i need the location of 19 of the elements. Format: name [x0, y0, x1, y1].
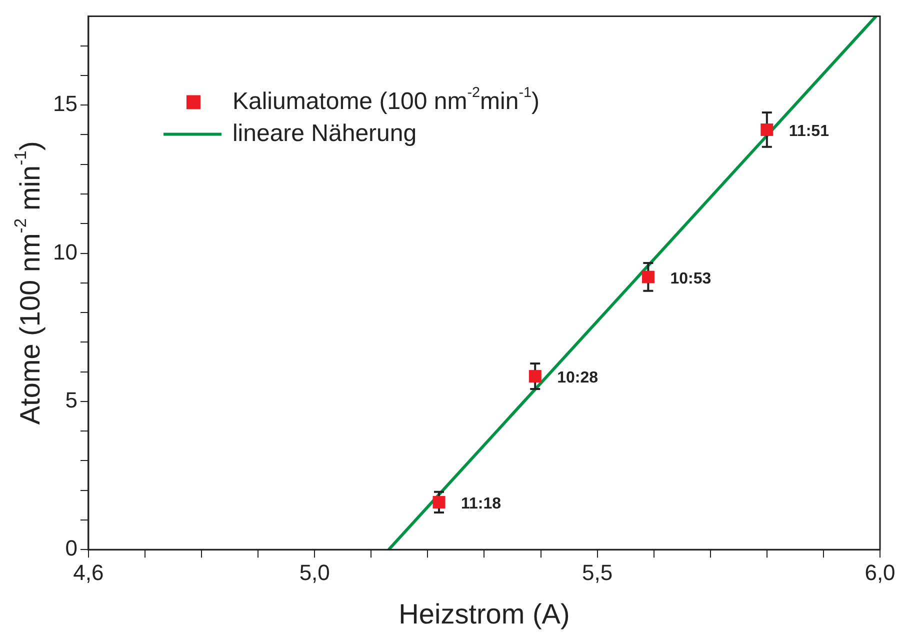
point [528, 370, 542, 382]
annotation: 11:18 [461, 496, 502, 513]
x-tick-label: 4,6 [73, 560, 104, 585]
y-tick-label: 0 [65, 536, 78, 561]
annotation: 11:51 [788, 123, 830, 140]
x-tick-label: 6,0 [864, 560, 896, 585]
y-axis-title: Atome (100 nm-2 min-1) [10, 141, 46, 425]
legend-label: lineare Näherung [232, 120, 417, 147]
annotation: 10:53 [670, 270, 712, 288]
annotation: 10:28 [557, 370, 598, 387]
point [760, 124, 774, 136]
x-tick-label: 5,5 [582, 560, 613, 585]
x-tick-label: 5,0 [299, 560, 330, 585]
point [642, 270, 654, 284]
y-tick-label: 5 [65, 387, 78, 412]
y-tick-label: 10 [52, 239, 78, 264]
y-tick-label: 15 [52, 91, 78, 116]
x-axis-title: Heizstrom (A) [398, 598, 570, 630]
point [432, 496, 446, 508]
